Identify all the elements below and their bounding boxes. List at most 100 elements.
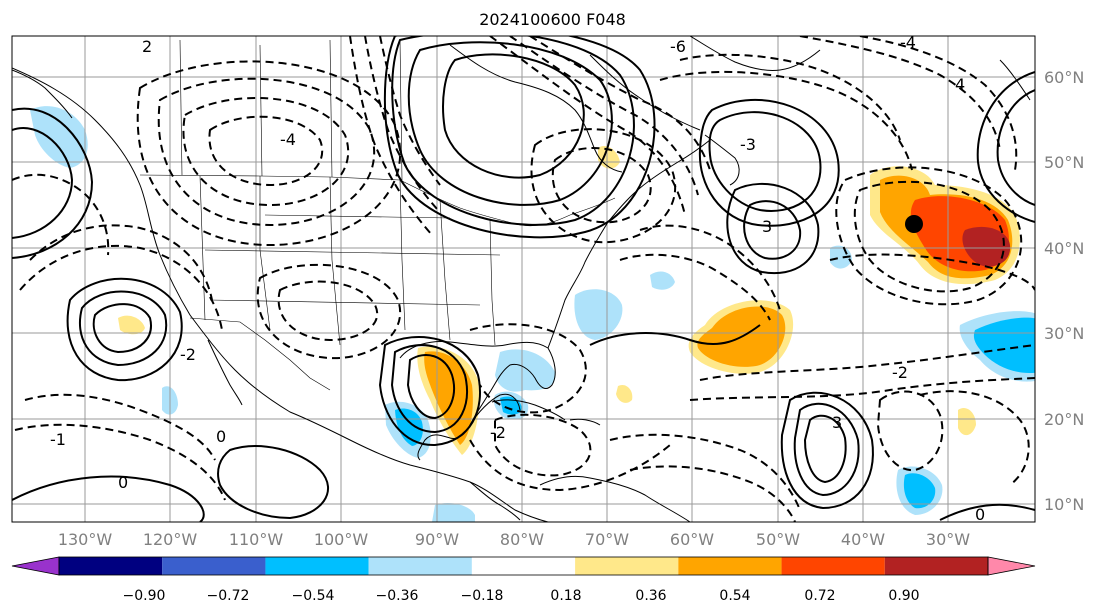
- contour-low-trop-1: [876, 390, 944, 472]
- contour-low-pac-3: [24, 393, 216, 461]
- contour-low-plains-2: [256, 263, 401, 360]
- coastlines: [12, 36, 1031, 522]
- positive-contours: [12, 36, 1035, 522]
- lon-label: 50°W: [756, 530, 800, 549]
- lon-label: 130°W: [58, 530, 113, 549]
- contour-labels: 2 -6 -4 -4 -2 -2 -2 -1 0 0 0 3 3 -3 4: [50, 36, 985, 522]
- state-lines-1: [199, 175, 341, 346]
- coast-hudson: [449, 44, 623, 173]
- map-frame: [11, 35, 1036, 523]
- positive-anomaly-small-3: [616, 384, 633, 403]
- contour-low-gulf-3: [469, 439, 671, 492]
- contour-low-atl-5: [689, 377, 1035, 401]
- colorbar-extend-low: [11, 556, 60, 576]
- contour-label: -6: [670, 37, 686, 56]
- contour-low-pac-1: [29, 224, 213, 301]
- map-panel: 2 -6 -4 -4 -2 -2 -2 -1 0 0 0 3 3 -3 4: [12, 36, 1035, 522]
- contour-low-east-1: [551, 147, 652, 224]
- contour-high-atlantic-4: [698, 98, 840, 227]
- contour-label: 4: [955, 75, 965, 94]
- negative-anomaly-pacific-nw: [30, 106, 88, 168]
- contour-high-atlantic-3: [708, 111, 822, 212]
- lat-label: 60°N: [1044, 68, 1084, 87]
- colorbar-segment: [575, 557, 679, 575]
- contour-label: -1: [50, 430, 66, 449]
- colorbar-label: −0.54: [292, 588, 335, 604]
- contour-high-atlantic-1: [743, 200, 802, 260]
- contour-label: -2: [490, 423, 506, 442]
- coast-cuba: [491, 399, 566, 421]
- positive-anomaly-atlantic-ne-max: [962, 226, 1011, 267]
- contour-low-south-1: [609, 433, 801, 511]
- colorbar-segment: [781, 557, 885, 575]
- contour-zero-south: [217, 445, 330, 520]
- contour-label: -3: [740, 135, 756, 154]
- contour-high-subtropic-1: [803, 414, 847, 484]
- negative-anomaly-east-atlantic-deep: [973, 317, 1035, 373]
- negative-contours: [12, 36, 1035, 522]
- contour-high-pacific-3: [66, 277, 183, 382]
- contour-label: 3: [762, 217, 772, 236]
- contour-high-hudson-4: [383, 36, 656, 239]
- contour-low-north-6: [349, 36, 433, 236]
- colorbar-segments: [11, 556, 1036, 576]
- negative-anomaly-gulf-west-deep: [395, 408, 423, 446]
- contour-label: 0: [118, 473, 128, 492]
- colorbar-label: 0.90: [888, 588, 919, 604]
- colorbar-labels: −0.90 −0.72 −0.54 −0.36 −0.18 0.18 0.36 …: [123, 588, 920, 604]
- contour-high-gulf-2: [390, 344, 468, 434]
- colorbar-frame: [58, 556, 989, 576]
- colorbar-label: −0.36: [376, 588, 419, 604]
- positive-anomaly-small-4: [958, 407, 976, 436]
- contour-low-east-2: [530, 128, 677, 244]
- contour-high-west-1: [12, 127, 74, 239]
- colorbar-label: 0.18: [550, 588, 581, 604]
- contour-low-north-1: [529, 36, 711, 171]
- contour-high-pacific-1: [92, 303, 152, 354]
- black-dot-marker: [905, 215, 923, 233]
- lon-label: 90°W: [415, 530, 459, 549]
- contour-low-ne-2: [659, 70, 913, 171]
- contour-low-rockies-4: [136, 60, 402, 247]
- negative-anomaly-tropics-east-deep: [903, 473, 936, 509]
- graticule: [12, 36, 1035, 522]
- contour-low-ne-3: [799, 36, 1001, 151]
- contour-low-atl-2: [835, 166, 1023, 306]
- colorbar-label: 0.36: [635, 588, 666, 604]
- coast-labrador: [589, 54, 701, 131]
- colorbar-segment: [59, 557, 163, 575]
- contour-label: 2: [142, 37, 152, 56]
- lat-label: 40°N: [1044, 239, 1084, 258]
- contour-zero-south-2: [12, 475, 205, 522]
- contour-high-subtropic-3: [780, 391, 874, 510]
- contour-low-ne-4: [859, 36, 1018, 171]
- contour-zero-mid: [589, 324, 761, 346]
- province-lines: [179, 39, 403, 181]
- lon-label: 40°W: [841, 530, 885, 549]
- contour-zero-east: [939, 503, 1035, 521]
- contour-low-pac-5: [12, 173, 110, 256]
- contour-low-rockies-1: [208, 115, 323, 187]
- contour-low-north-2: [509, 36, 699, 196]
- colorbar-label: 0.72: [804, 588, 835, 604]
- contour-low-pac-4: [14, 423, 226, 501]
- contour-low-atl-1: [853, 180, 1005, 293]
- contour-high-east-1: [996, 89, 1035, 206]
- lat-label: 30°N: [1044, 324, 1084, 343]
- lon-label: 70°W: [585, 530, 629, 549]
- lon-label: 110°W: [229, 530, 284, 549]
- colorbar-label: −0.72: [207, 588, 250, 604]
- colorbar-segment: [368, 557, 472, 575]
- contour-low-north-5: [364, 36, 439, 211]
- negative-anomaly-florida: [495, 349, 556, 392]
- latitude-labels: 60°N 50°N 40°N 30°N 20°N 10°N: [1044, 68, 1084, 514]
- contour-high-subtropic-2: [793, 402, 860, 497]
- lon-label: 100°W: [314, 530, 369, 549]
- contour-high-hudson-3: [391, 36, 635, 226]
- colorbar-segment: [678, 557, 782, 575]
- contour-high-hudson-1: [442, 53, 585, 179]
- longitude-labels: 130°W 120°W 110°W 100°W 90°W 80°W 70°W 6…: [58, 530, 970, 549]
- contour-high-hudson-2: [407, 41, 613, 206]
- colorbar-label: −0.90: [123, 588, 166, 604]
